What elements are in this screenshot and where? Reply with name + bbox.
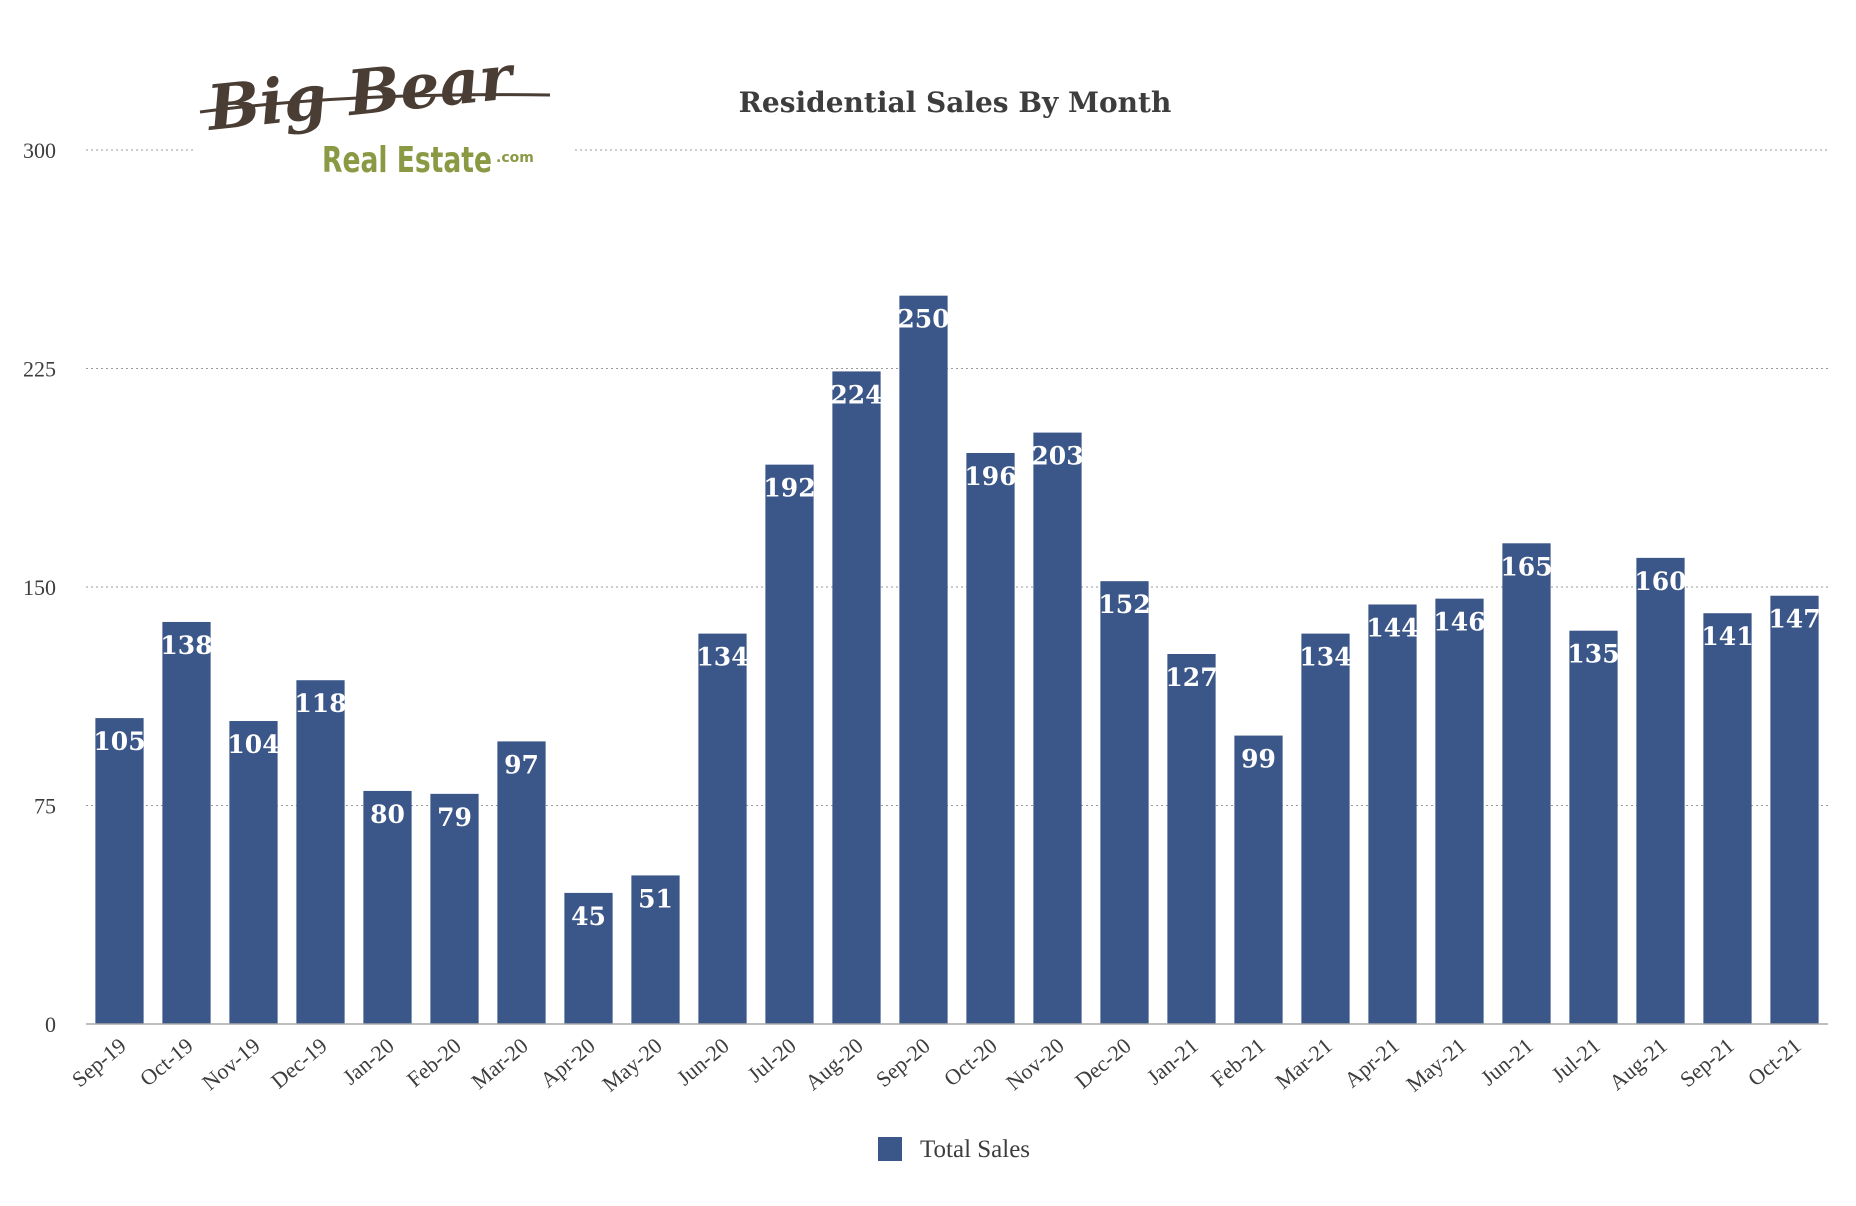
bar <box>95 718 144 1024</box>
bar-value-label: 127 <box>1165 663 1217 692</box>
x-tick-label: Dec-19 <box>266 1033 332 1094</box>
bar <box>1368 604 1417 1024</box>
bar-value-label: 192 <box>763 474 815 503</box>
x-tick-label: Dec-20 <box>1070 1033 1136 1094</box>
bar <box>363 790 412 1024</box>
bar <box>1502 543 1551 1024</box>
x-tick-label: May-20 <box>597 1033 666 1097</box>
bar-value-label: 203 <box>1031 442 1083 471</box>
chart-title: Residential Sales By Month <box>739 86 1172 119</box>
y-tick-label: 0 <box>45 1012 56 1037</box>
bar-value-label: 105 <box>93 727 145 756</box>
bar <box>430 793 479 1024</box>
x-tick-label: Jun-21 <box>1476 1033 1538 1091</box>
bar <box>832 371 881 1024</box>
bar <box>765 464 814 1024</box>
bar-value-label: 79 <box>437 803 472 832</box>
bar-value-label: 196 <box>964 462 1016 491</box>
bar <box>1167 654 1216 1024</box>
x-tick-label: Mar-20 <box>466 1033 532 1094</box>
bar <box>564 892 613 1024</box>
bar-value-label: 144 <box>1366 613 1418 642</box>
x-tick-label: Sep-21 <box>1675 1033 1739 1092</box>
bar <box>698 633 747 1024</box>
logo-swoosh <box>199 93 551 114</box>
bar-value-label: 51 <box>638 884 673 913</box>
x-tick-label: Jul-21 <box>1547 1033 1605 1088</box>
x-tick-label: Jul-20 <box>743 1033 801 1088</box>
bar-value-label: 97 <box>504 750 539 779</box>
bar <box>1569 630 1618 1024</box>
x-tick-label: Jun-20 <box>672 1033 734 1091</box>
bar-value-label: 138 <box>160 631 212 660</box>
bar <box>1703 613 1752 1024</box>
y-tick-label: 300 <box>23 138 56 163</box>
x-tick-label: Aug-21 <box>1604 1033 1672 1095</box>
bar-value-label: 224 <box>830 380 882 409</box>
bar-value-label: 141 <box>1701 622 1753 651</box>
bar-value-label: 99 <box>1241 745 1276 774</box>
bar-value-label: 160 <box>1634 567 1686 596</box>
bar-value-label: 45 <box>571 902 606 931</box>
x-tick-label: Jan-20 <box>338 1033 399 1090</box>
bar-value-label: 134 <box>696 643 748 672</box>
y-axis-ticks: 0 75 150 225 300 <box>23 138 56 1037</box>
x-tick-label: Sep-20 <box>871 1033 935 1092</box>
x-tick-label: May-21 <box>1401 1033 1470 1097</box>
y-tick-label: 150 <box>23 575 56 600</box>
bar-value-label: 135 <box>1567 640 1619 669</box>
legend-swatch <box>878 1137 902 1161</box>
bar <box>899 295 948 1025</box>
logo-real-estate-text: Real Estate <box>322 140 492 181</box>
bar <box>1033 432 1082 1024</box>
bar-value-label: 165 <box>1500 552 1552 581</box>
x-tick-label: Mar-21 <box>1270 1033 1336 1094</box>
logo-com-text: .com <box>496 150 534 166</box>
bar <box>1770 595 1819 1024</box>
y-tick-label: 75 <box>34 794 56 819</box>
x-tick-label: Feb-21 <box>1206 1033 1270 1092</box>
bar <box>497 741 546 1024</box>
bar-value-label: 104 <box>227 730 279 759</box>
y-tick-label: 225 <box>23 357 56 382</box>
bars <box>95 295 1819 1025</box>
bar-value-label: 118 <box>294 689 346 718</box>
x-tick-label: Jan-21 <box>1142 1033 1203 1090</box>
x-axis-ticks: Sep-19 Oct-19 Nov-19 Dec-19 Jan-20 Feb-20 Mar-… <box>67 1033 1806 1097</box>
bar-value-label: 134 <box>1299 643 1351 672</box>
x-tick-label: Apr-20 <box>535 1033 599 1093</box>
x-tick-label: Oct-20 <box>939 1033 1002 1091</box>
bar <box>631 875 680 1024</box>
bar-value-label: 147 <box>1768 605 1820 634</box>
bar <box>1301 633 1350 1024</box>
bar <box>162 621 211 1024</box>
bar <box>966 452 1015 1024</box>
bar <box>296 680 345 1024</box>
x-tick-label: Sep-19 <box>67 1033 131 1092</box>
bar-value-label: 250 <box>897 305 949 334</box>
bar-value-label: 152 <box>1098 590 1150 619</box>
legend-label: Total Sales <box>920 1136 1030 1163</box>
x-tick-label: Nov-19 <box>197 1033 265 1095</box>
bar <box>1100 581 1149 1024</box>
bar <box>229 721 278 1024</box>
x-tick-label: Nov-20 <box>1001 1033 1069 1095</box>
x-tick-label: Apr-21 <box>1339 1033 1403 1093</box>
bar-value-label: 146 <box>1433 608 1485 637</box>
x-tick-label: Feb-20 <box>402 1033 466 1092</box>
big-bear-real-estate-logo: Big Bear Real Estate .com <box>199 40 551 181</box>
bar-value-label: 80 <box>370 800 405 829</box>
bar <box>1435 598 1484 1024</box>
x-tick-label: Oct-19 <box>135 1033 198 1091</box>
gridlines <box>86 149 1828 806</box>
x-tick-label: Oct-21 <box>1743 1033 1806 1091</box>
x-tick-label: Aug-20 <box>800 1033 868 1095</box>
legend: Total Sales <box>878 1136 1030 1163</box>
bar <box>1636 557 1685 1024</box>
bar-labels: 105 138 104 118 80 79 97 45 51 134 192 224 250 196 203… <box>93 305 1820 931</box>
bar <box>1234 735 1283 1024</box>
logo-script-text: Big Bear <box>202 40 520 145</box>
